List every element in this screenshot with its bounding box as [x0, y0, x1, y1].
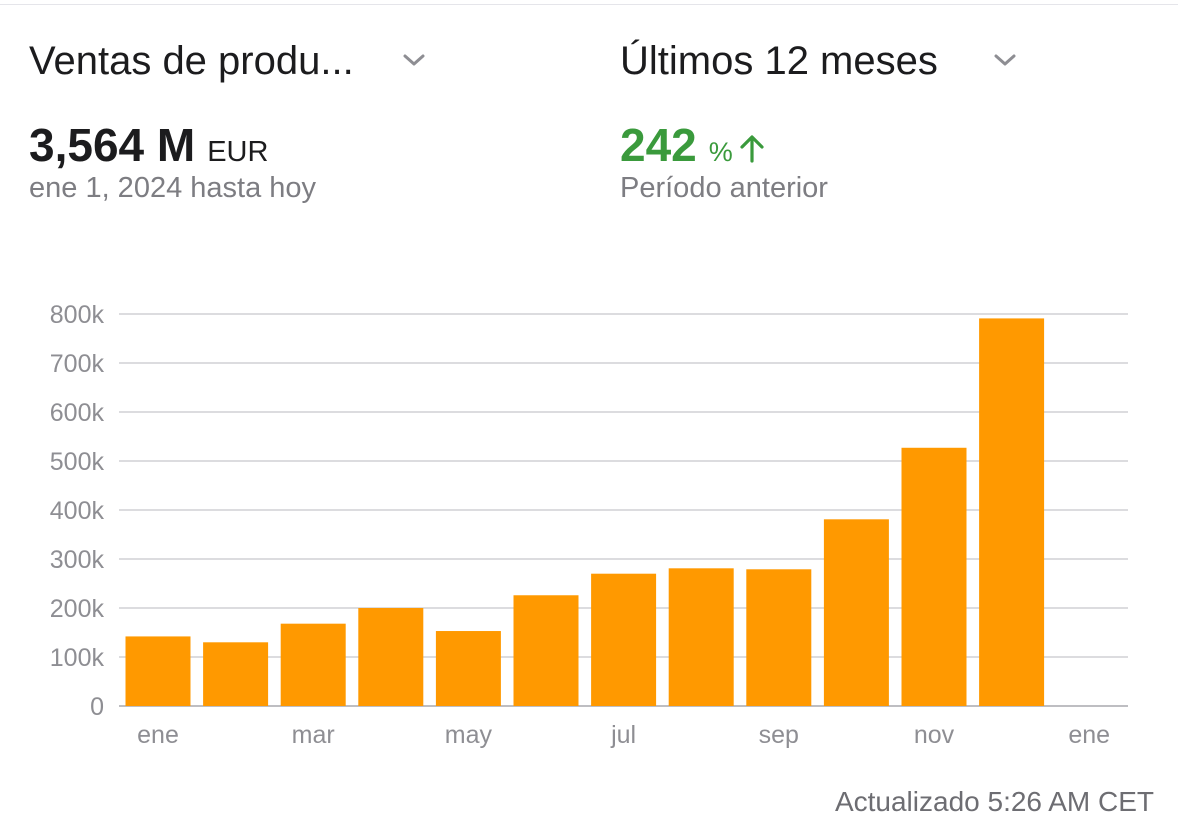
chevron-down-icon [403, 54, 425, 66]
y-tick-label: 700k [50, 350, 105, 378]
top-divider [0, 4, 1178, 5]
bar-abr[interactable] [358, 608, 424, 706]
bar-ago[interactable] [668, 568, 734, 706]
y-tick-label: 600k [50, 399, 105, 427]
total-sales-caption: ene 1, 2024 hasta hoy [29, 172, 317, 204]
y-tick-label: 300k [50, 546, 105, 574]
bar-nov[interactable] [901, 447, 967, 706]
bar-mar[interactable] [280, 623, 346, 706]
bar-sep[interactable] [746, 569, 812, 706]
change-caption: Período anterior [620, 172, 828, 204]
bar-may[interactable] [435, 631, 501, 706]
x-tick-label: jul [610, 721, 636, 749]
y-tick-label: 400k [50, 497, 105, 525]
x-tick-label: ene [137, 721, 179, 749]
x-tick-label: ene [1068, 721, 1110, 749]
y-tick-label: 800k [50, 301, 105, 329]
total-sales-unit: EUR [207, 136, 269, 168]
x-tick-label: mar [292, 721, 335, 749]
period-selector[interactable]: Últimos 12 meses [620, 34, 1016, 88]
total-sales-metric: 3,564 M EUR [29, 118, 268, 172]
y-tick-label: 500k [50, 448, 105, 476]
x-tick-label: sep [759, 721, 799, 749]
last-updated-label: Actualizado 5:26 AM CET [834, 786, 1154, 817]
metric-selector[interactable]: Ventas de produ... [29, 34, 425, 88]
x-tick-label: nov [914, 721, 955, 749]
bar-oct[interactable] [823, 519, 889, 706]
bar-jul[interactable] [591, 573, 657, 706]
change-unit: % [708, 137, 733, 167]
bar-jun[interactable] [513, 595, 579, 706]
arrow-up-icon [740, 135, 764, 163]
sales-bar-chart: 0 100k 200k 300k 400k 500k 600k 700k 800k ene mar m… [50, 301, 1128, 749]
change-value: 242 [620, 119, 697, 171]
period-selector-label: Últimos 12 meses [620, 38, 938, 83]
x-tick-label: may [445, 721, 493, 749]
bar-ene[interactable] [125, 636, 191, 706]
change-metric: 242 % [620, 118, 765, 172]
chevron-down-icon [994, 54, 1016, 66]
total-sales-value: 3,564 M [29, 119, 196, 171]
bar-feb[interactable] [203, 642, 269, 706]
y-tick-label: 200k [50, 595, 105, 623]
y-tick-label: 0 [90, 693, 104, 721]
bar-dic[interactable] [979, 318, 1045, 706]
y-tick-label: 100k [50, 644, 105, 672]
metric-selector-label: Ventas de produ... [29, 38, 354, 83]
